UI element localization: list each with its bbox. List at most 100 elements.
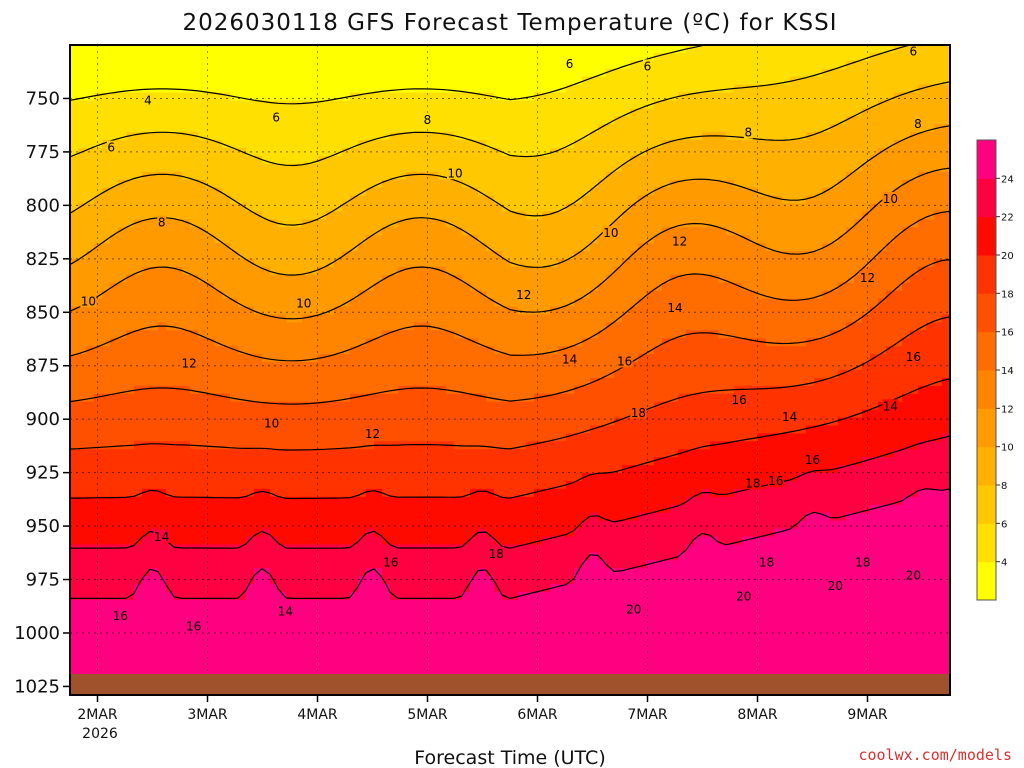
- field-cell: [758, 377, 767, 387]
- field-cell: [702, 251, 711, 260]
- field-cell: [582, 322, 591, 331]
- field-cell: [510, 322, 519, 331]
- field-cell: [782, 148, 791, 157]
- field-cell: [414, 346, 423, 355]
- field-cell: [366, 140, 375, 149]
- field-cell: [342, 354, 351, 363]
- field-cell: [838, 282, 847, 292]
- field-cell: [318, 60, 327, 70]
- field-cell: [462, 354, 471, 363]
- field-cell: [702, 124, 711, 133]
- field-cell: [334, 116, 343, 125]
- field-cell: [390, 227, 399, 236]
- field-cell: [886, 124, 895, 133]
- field-cell: [622, 338, 631, 347]
- field-cell: [166, 52, 175, 62]
- field-cell: [102, 274, 111, 284]
- field-cell: [566, 179, 575, 189]
- field-cell: [174, 314, 183, 324]
- field-cell: [222, 377, 231, 387]
- field-cell: [830, 322, 839, 331]
- field-cell: [110, 346, 119, 355]
- field-cell: [566, 290, 575, 300]
- field-cell: [430, 314, 439, 324]
- field-cell: [278, 179, 287, 189]
- field-cell: [558, 362, 567, 371]
- field-cell: [390, 235, 399, 244]
- field-cell: [862, 45, 871, 54]
- field-cell: [78, 100, 87, 110]
- field-cell: [70, 290, 79, 300]
- field-cell: [478, 266, 487, 276]
- field-cell: [326, 140, 335, 149]
- field-cell: [166, 362, 175, 371]
- field-cell: [646, 68, 655, 78]
- field-cell: [942, 243, 950, 252]
- field-cell: [190, 84, 199, 94]
- field-cell: [70, 322, 79, 331]
- field-cell: [382, 227, 391, 236]
- field-cell: [270, 132, 279, 141]
- field-cell: [142, 60, 151, 70]
- field-cell: [390, 243, 399, 252]
- field-cell: [78, 195, 87, 205]
- field-cell: [190, 179, 199, 189]
- field-cell: [438, 346, 447, 355]
- field-cell: [406, 259, 415, 268]
- field-cell: [742, 116, 751, 125]
- field-cell: [134, 52, 143, 62]
- field-cell: [550, 354, 559, 363]
- field-cell: [774, 179, 783, 189]
- field-cell: [86, 163, 95, 173]
- field-cell: [430, 124, 439, 133]
- field-cell: [782, 124, 791, 133]
- field-cell: [70, 274, 79, 284]
- field-cell: [214, 322, 223, 331]
- field-cell: [686, 179, 695, 189]
- field-cell: [382, 124, 391, 133]
- field-cell: [174, 100, 183, 110]
- field-cell: [710, 322, 719, 331]
- field-cell: [118, 338, 127, 347]
- field-cell: [558, 306, 567, 316]
- field-cell: [366, 370, 375, 379]
- field-cell: [750, 290, 759, 300]
- field-cell: [318, 155, 327, 165]
- field-cell: [510, 195, 519, 205]
- field-cell: [294, 227, 303, 236]
- field-cell: [166, 377, 175, 387]
- field-cell: [414, 163, 423, 173]
- field-cell: [158, 306, 167, 316]
- field-cell: [470, 282, 479, 292]
- field-cell: [918, 203, 927, 213]
- field-cell: [606, 346, 615, 355]
- field-cell: [262, 148, 271, 157]
- field-cell: [654, 68, 663, 78]
- field-cell: [790, 52, 799, 62]
- field-cell: [102, 370, 111, 379]
- field-cell: [638, 163, 647, 173]
- field-cell: [942, 259, 950, 268]
- field-cell: [630, 171, 639, 181]
- field-cell: [846, 322, 855, 331]
- field-cell: [446, 251, 455, 260]
- field-cell: [542, 45, 551, 54]
- field-cell: [182, 100, 191, 110]
- field-cell: [822, 179, 831, 189]
- field-cell: [886, 179, 895, 189]
- field-cell: [742, 140, 751, 149]
- field-cell: [366, 338, 375, 347]
- field-cell: [782, 132, 791, 141]
- field-cell: [294, 370, 303, 379]
- field-cell: [222, 84, 231, 94]
- field-cell: [318, 84, 327, 94]
- field-cell: [486, 92, 495, 102]
- field-cell: [390, 52, 399, 62]
- field-cell: [286, 179, 295, 189]
- field-cell: [494, 362, 503, 371]
- field-cell: [582, 362, 591, 371]
- field-cell: [86, 251, 95, 260]
- field-cell: [302, 322, 311, 331]
- field-cell: [502, 377, 511, 387]
- field-cell: [582, 203, 591, 213]
